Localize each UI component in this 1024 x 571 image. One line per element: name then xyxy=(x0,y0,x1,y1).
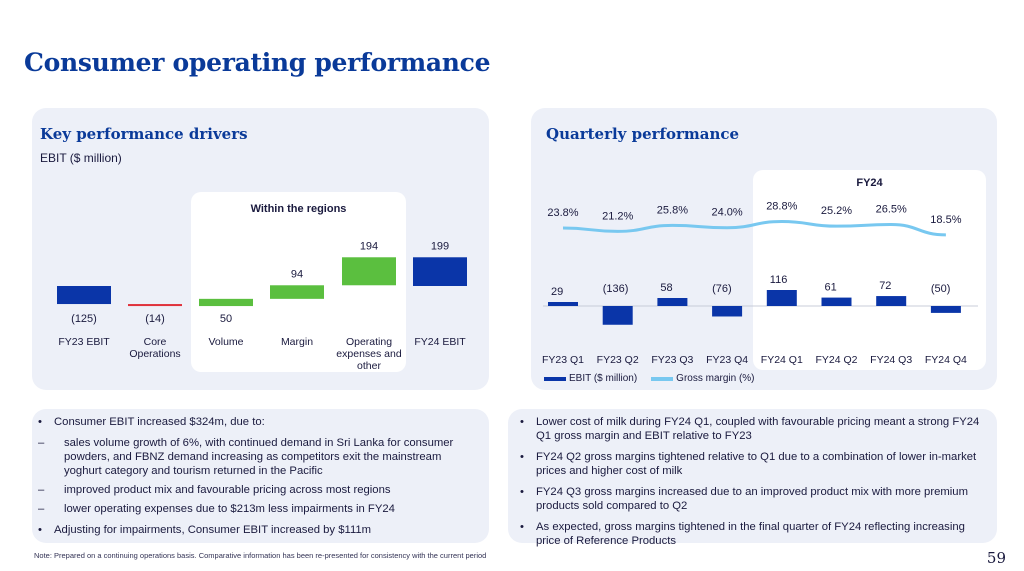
commentary-right-list: Lower cost of milk during FY24 Q1, coupl… xyxy=(516,415,986,555)
quarter-label: FY24 Q4 xyxy=(925,354,967,366)
ebit-value-label: (76) xyxy=(712,283,732,295)
waterfall-bar xyxy=(413,257,467,286)
margin-value-label: 26.5% xyxy=(876,203,907,215)
ebit-bar xyxy=(766,290,797,306)
quarter-label: FY23 Q2 xyxy=(597,354,639,366)
page-number: 59 xyxy=(986,549,1006,567)
waterfall-category-label: Margin xyxy=(281,336,313,348)
margin-value-label: 25.8% xyxy=(657,204,688,216)
waterfall-bar xyxy=(270,285,324,299)
waterfall-bar xyxy=(199,298,253,307)
ebit-bar xyxy=(548,302,578,306)
list-item: As expected, gross margins tightened in … xyxy=(516,520,986,548)
footnote: Note: Prepared on a continuing operation… xyxy=(34,551,487,560)
ebit-bar xyxy=(821,297,852,306)
ebit-bar xyxy=(712,306,743,317)
ebit-value-label: (50) xyxy=(931,283,951,295)
list-item: FY24 Q3 gross margins increased due to a… xyxy=(516,485,986,513)
list-item: lower operating expenses due to $213m le… xyxy=(38,502,482,516)
quarter-label: FY23 Q1 xyxy=(542,354,584,366)
legend-item-ebit: EBIT ($ million) xyxy=(544,373,637,384)
waterfall-value-label: (14) xyxy=(145,313,165,325)
margin-value-label: 25.2% xyxy=(821,205,852,217)
fy24-box xyxy=(753,170,986,370)
list-item: improved product mix and favourable pric… xyxy=(38,483,482,497)
waterfall-category-label: Core xyxy=(144,336,167,348)
ebit-value-label: 29 xyxy=(551,286,563,298)
waterfall-value-label: 199 xyxy=(431,240,449,252)
legend-label-margin: Gross margin (%) xyxy=(676,373,755,384)
quarter-label: FY23 Q4 xyxy=(706,354,748,366)
list-item: sales volume growth of 6%, with continue… xyxy=(38,436,482,478)
ebit-bar xyxy=(876,296,907,306)
waterfall-bar xyxy=(128,304,182,307)
ebit-value-label: 72 xyxy=(879,280,891,292)
legend-swatch-ebit xyxy=(544,376,566,381)
waterfall-category-label: FY24 EBIT xyxy=(414,336,466,348)
margin-value-label: 28.8% xyxy=(766,201,797,213)
within-regions-label: Within the regions xyxy=(250,203,347,215)
waterfall-category-label: Operations xyxy=(129,348,180,360)
ebit-value-label: 58 xyxy=(660,282,672,294)
quarterly-heading: Quarterly performance xyxy=(546,125,740,143)
margin-value-label: 18.5% xyxy=(930,214,961,226)
waterfall-value-label: 194 xyxy=(360,240,378,252)
list-item: Adjusting for impairments, Consumer EBIT… xyxy=(34,523,482,537)
list-item: Consumer EBIT increased $324m, due to: xyxy=(34,415,482,429)
waterfall-bar xyxy=(342,257,396,286)
ebit-value-label: (136) xyxy=(603,283,629,295)
ebit-bar xyxy=(602,306,633,325)
ebit-subheading: EBIT ($ million) xyxy=(40,151,122,165)
legend-item-margin: Gross margin (%) xyxy=(651,373,755,384)
ebit-bar xyxy=(930,306,961,313)
waterfall-value-label: 50 xyxy=(220,313,232,325)
waterfall-category-label: Volume xyxy=(208,336,243,348)
legend-label-ebit: EBIT ($ million) xyxy=(569,373,638,384)
fy24-label: FY24 xyxy=(856,177,883,189)
quarter-label: FY24 Q3 xyxy=(870,354,912,366)
quarter-label: FY24 Q1 xyxy=(761,354,803,366)
waterfall-value-label: (125) xyxy=(71,313,97,325)
list-item: FY24 Q2 gross margins tightened relative… xyxy=(516,450,986,478)
quarter-label: FY24 Q2 xyxy=(815,354,857,366)
list-item: Lower cost of milk during FY24 Q1, coupl… xyxy=(516,415,986,443)
margin-value-label: 23.8% xyxy=(547,207,578,219)
waterfall-category-label: expenses and xyxy=(336,348,402,360)
gross-margin-line xyxy=(562,219,946,237)
margin-value-label: 24.0% xyxy=(711,207,742,219)
key-drivers-heading: Key performance drivers xyxy=(40,125,248,143)
ebit-value-label: 61 xyxy=(825,282,837,294)
quarterly-chart: 29 (136) 58 (76) 116 61 72 (50) 23.8% 21.2% 25.8% 2… xyxy=(542,201,978,366)
page-title: Consumer operating performance xyxy=(24,48,491,77)
legend-swatch-margin xyxy=(651,376,674,381)
waterfall-category-label: FY23 EBIT xyxy=(58,336,110,348)
quarterly-legend: EBIT ($ million) Gross margin (%) xyxy=(544,373,755,384)
ebit-bar xyxy=(657,298,688,306)
waterfall-category-label: Operating xyxy=(346,336,392,348)
margin-value-label: 21.2% xyxy=(602,210,633,222)
ebit-value-label: 116 xyxy=(770,274,788,286)
commentary-left-list: Consumer EBIT increased $324m, due to: s… xyxy=(34,415,482,544)
waterfall-value-label: 94 xyxy=(291,268,303,280)
waterfall-bar xyxy=(57,286,111,305)
quarter-label: FY23 Q3 xyxy=(651,354,693,366)
waterfall-category-label: other xyxy=(357,360,381,372)
